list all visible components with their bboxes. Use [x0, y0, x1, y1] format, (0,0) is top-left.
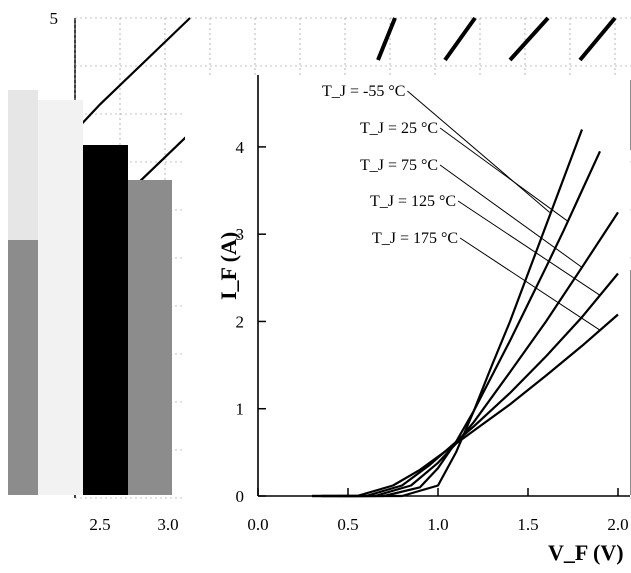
main-x-tick-label: 2.0: [607, 515, 628, 534]
occluder-strip-grey: [128, 180, 172, 495]
main-panel-area: [185, 75, 630, 499]
main-panel: T_J = -55 °C T_J = 25 °C T_J = 75 °C T_J = …: [185, 75, 630, 565]
occluder-strip-dark: [83, 145, 128, 495]
main-x-tick-label: 1.0: [427, 515, 448, 534]
legend: T_J = -55 °C T_J = 25 °C T_J = 75 °C T_J = …: [322, 83, 458, 247]
main-y-tick-label: 4: [236, 138, 245, 157]
background-series-line: [578, 16, 617, 62]
occluder-strip-left-grey: [8, 240, 38, 495]
main-axis-labels: V_F (V) I_F (A): [216, 232, 624, 565]
legend-leader: [459, 237, 601, 331]
series-line: [312, 272, 619, 498]
legend-leader-lines: [407, 90, 601, 331]
main-y-tick-label: 2: [236, 312, 245, 331]
legend-entry: T_J = 175 °C: [372, 230, 458, 247]
legend-entry: T_J = -55 °C: [322, 83, 405, 100]
main-x-tick-label: 0.5: [337, 515, 358, 534]
main-tick-labels: 0 1 2 3 4 0.0 0.5 1.0 1.5 2.0: [236, 138, 629, 534]
main-x-tick-label: 0.0: [247, 515, 268, 534]
main-y-tick-label: 3: [236, 225, 245, 244]
main-y-tick-label: 1: [236, 400, 245, 419]
main-tick-marks: [257, 146, 619, 497]
x-axis-label: V_F (V): [548, 540, 624, 565]
legend-leader: [457, 200, 601, 296]
main-y-tick-label: 0: [236, 487, 245, 506]
background-series-line: [508, 16, 550, 62]
background-series-line: [376, 17, 397, 61]
series-line: [312, 313, 619, 498]
background-x-tick-label: 3.0: [157, 515, 178, 534]
legend-entry: T_J = 75 °C: [360, 157, 438, 174]
legend-leader: [407, 90, 550, 213]
legend-entry: T_J = 125 °C: [370, 193, 456, 210]
background-tick-labels: 5 2.5 3.0: [50, 9, 179, 534]
legend-leader: [439, 164, 583, 268]
background-y-tick-label: 5: [50, 9, 59, 28]
main-series: [312, 129, 619, 498]
background-series-line: [443, 16, 477, 62]
y-axis-label: I_F (A): [216, 232, 241, 300]
background-x-tick-label: 2.5: [89, 515, 110, 534]
main-x-tick-label: 1.5: [517, 515, 538, 534]
legend-entry: T_J = 25 °C: [360, 120, 438, 137]
series-line: [321, 150, 601, 498]
legend-leader: [439, 127, 568, 222]
occluder-strip-mid: [38, 100, 83, 495]
